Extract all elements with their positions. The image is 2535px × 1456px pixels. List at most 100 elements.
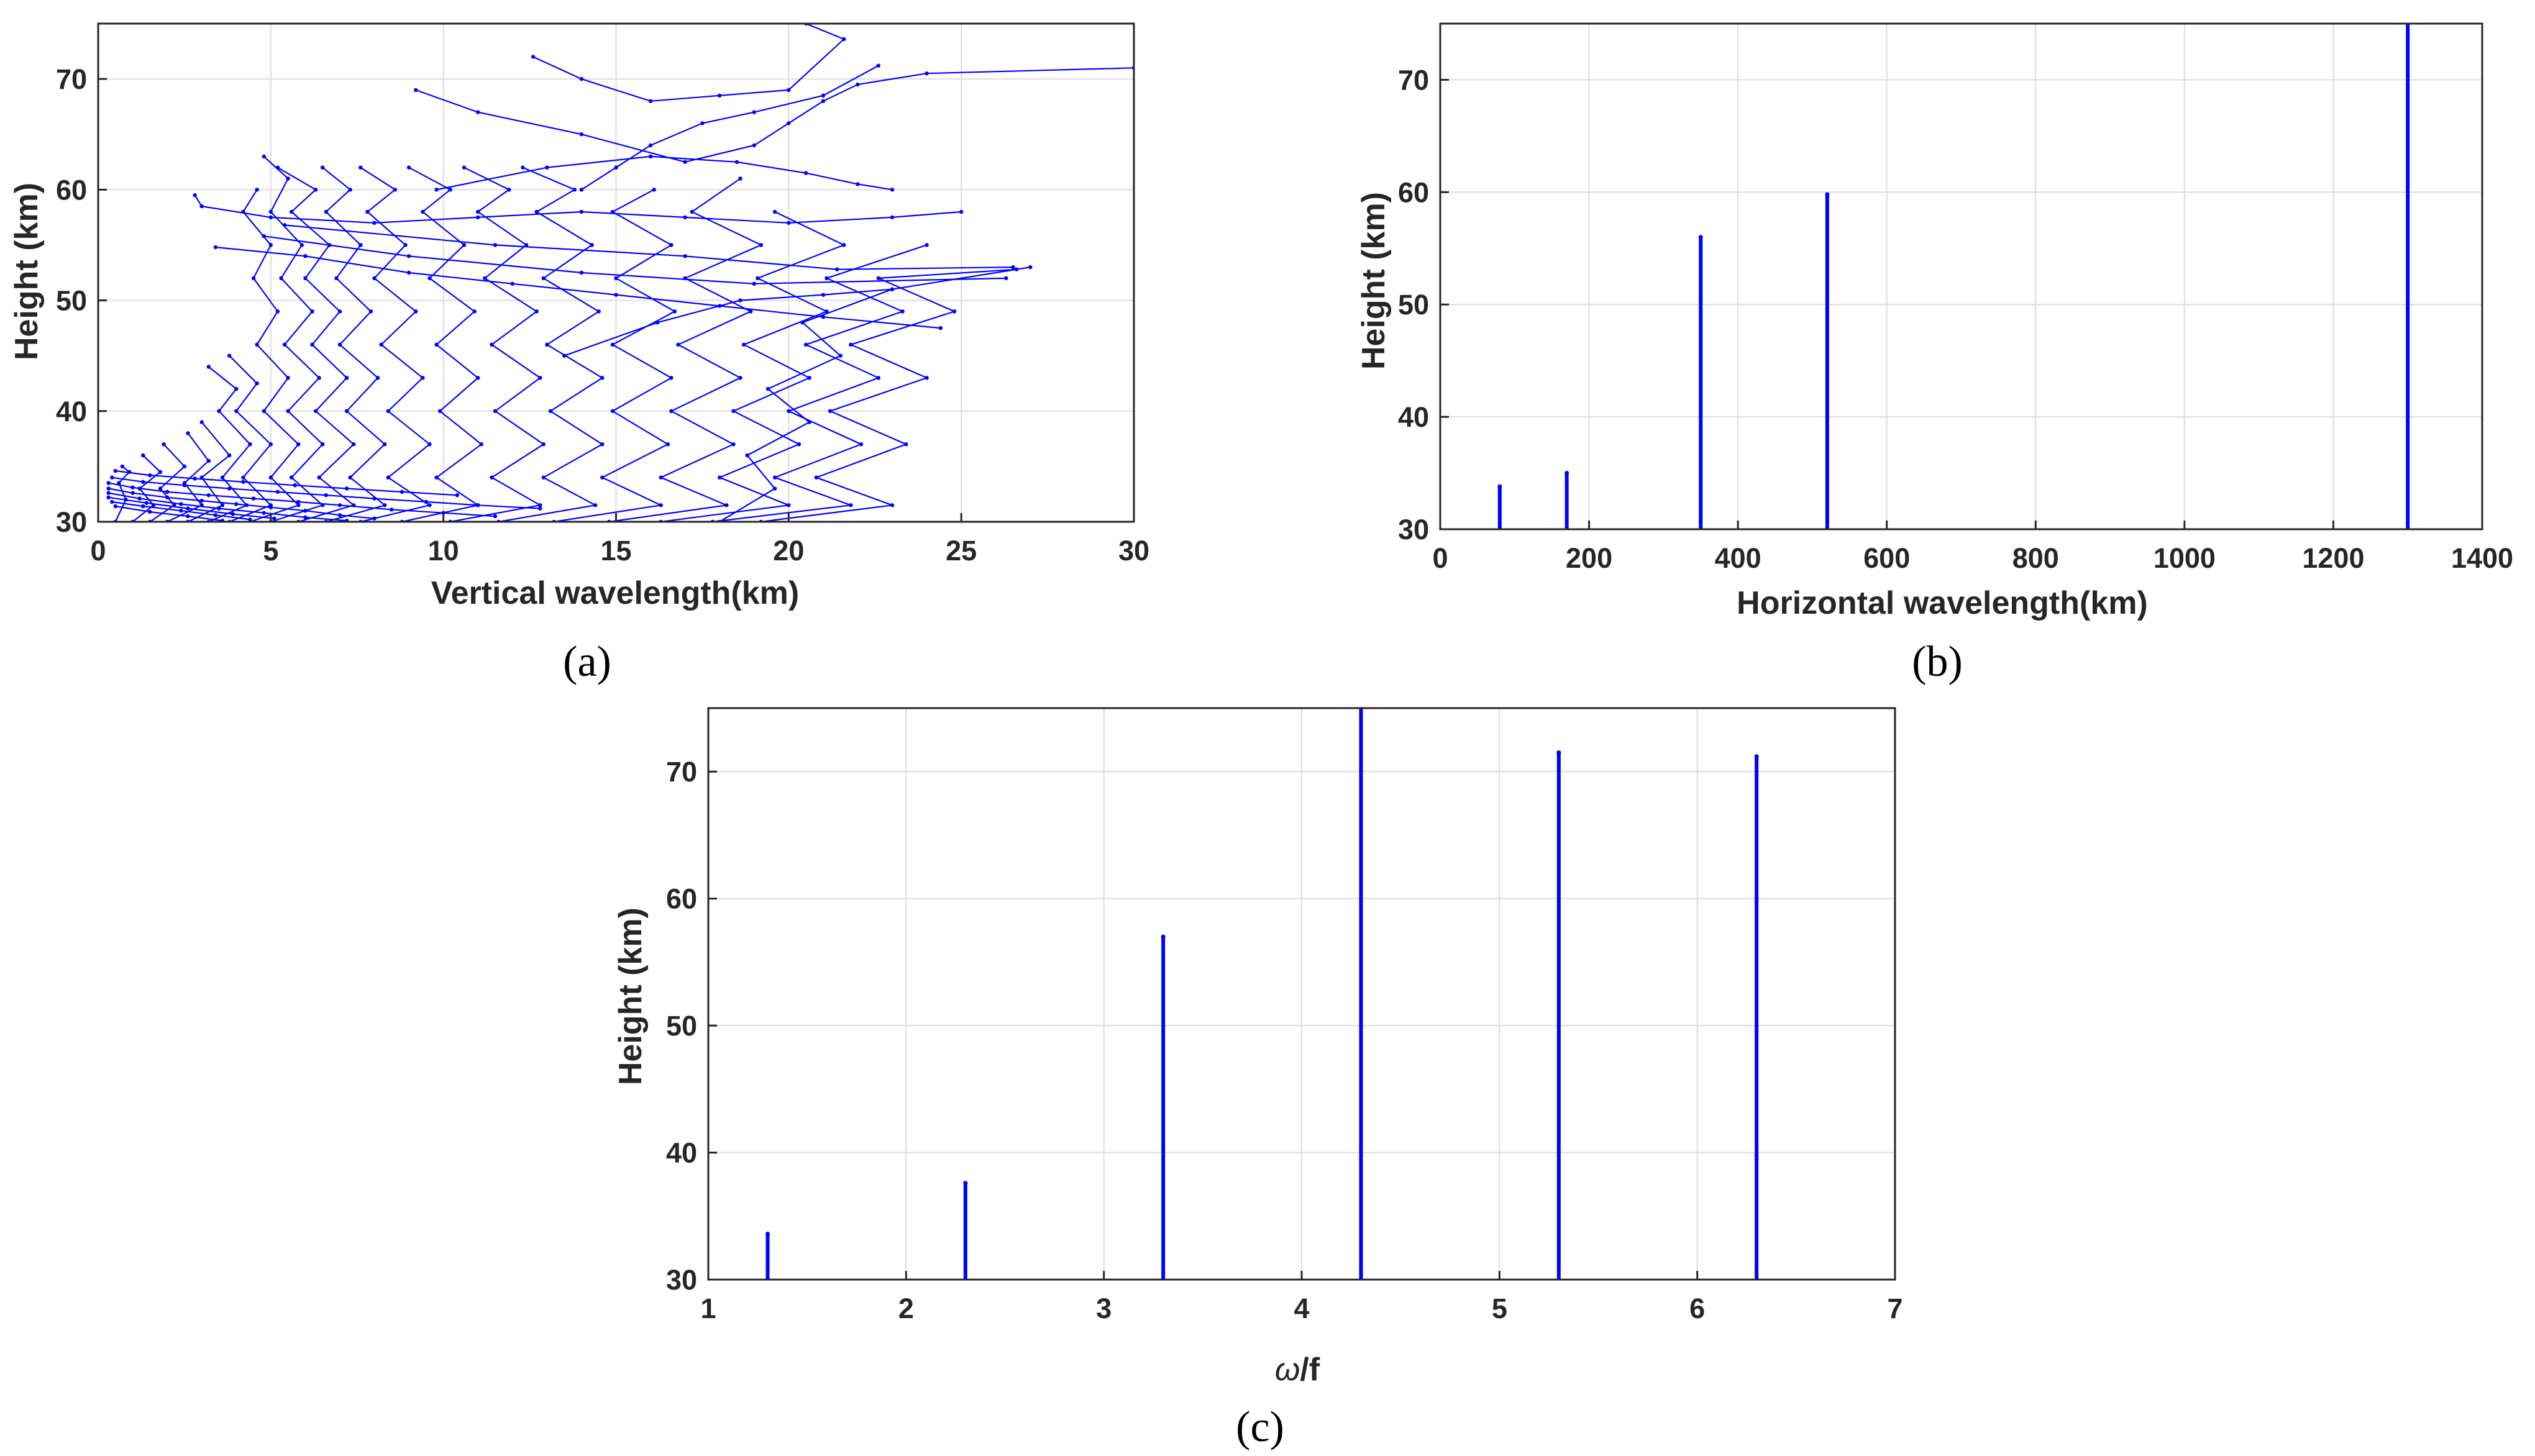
chart-a-point-ray-35-5 [324,493,328,498]
chart-a-point-ray-20-1 [890,503,895,507]
chart-a-series-ray-17 [609,178,763,522]
chart-a-point-ray-32-5 [303,515,308,520]
chart-a-point-ray-34-4 [251,496,256,501]
chart-a-point-ray-12-3 [427,442,432,447]
chart-b-ytick-label-2: 50 [1398,289,1429,321]
chart-a-point-ray-14-1 [538,503,542,507]
chart-a-point-ray-19-7 [900,309,905,314]
chart-b-ticks: 0 200 400 600 800 1000 1200 1400 30 40 50 60 70 [1398,64,2513,574]
chart-a-point-ray-12-4 [386,409,390,413]
chart-a-point-ray-30-5 [718,304,722,308]
chart-a-point-ray-31-1 [130,491,135,495]
chart-a-xtick-label-0: 0 [90,535,106,566]
chart-a-point-ray-14-4 [493,409,498,413]
chart-b-xtick-label-3: 600 [1863,542,1910,574]
chart-a-point-ray-29-0 [193,193,197,198]
chart-a-point-ray-14-12 [462,165,467,170]
chart-a-panel-label: (a) [563,638,611,686]
chart-b-ytick-label-1: 40 [1398,401,1429,433]
chart-a-point-ray-13-12 [406,165,411,170]
chart-a-point-ray-15-9 [590,243,594,247]
chart-a-point-ray-09-4 [286,409,290,413]
chart-a-point-ray-24-2 [745,453,749,458]
chart-c-xtick-label-6: 7 [1887,1293,1902,1324]
chart-a-point-ray-31-5 [268,505,273,510]
chart-a-xtick-label-3: 15 [600,535,631,566]
chart-a-point-ray-11-8 [334,276,339,281]
chart-b-xtick-label-0: 0 [1432,542,1448,574]
chart-a-point-ray-24-5 [838,353,843,358]
chart-a-point-ray-11-4 [344,409,349,413]
chart-a-point-ray-18-7 [824,309,829,314]
chart-a-point-ray-17-7 [749,309,753,314]
chart-a-point-ray-35-3 [227,486,232,491]
chart-a-point-ray-30-3 [510,281,514,286]
chart-a-point-ray-27-0 [531,55,536,59]
chart-b-xtick-label-6: 1200 [2302,542,2364,574]
chart-a-point-ray-30-7 [938,325,943,330]
chart-a-series-ray-33 [108,496,275,519]
chart-a-point-ray-24-7 [890,287,895,291]
chart-a-point-ray-26-5 [821,93,826,98]
chart-a-point-ray-24-8 [1028,265,1033,270]
chart-a-point-ray-15-6 [545,342,549,347]
chart-c-xtick-label-2: 3 [1096,1293,1112,1324]
chart-a-xtick-label-1: 5 [263,535,278,566]
chart-a-point-ray-16-4 [610,409,615,413]
chart-a-point-ray-11-6 [337,342,342,347]
chart-a-point-ray-35-9 [538,506,542,511]
chart-a-point-ray-08-9 [268,243,273,247]
chart-a-point-ray-10-6 [310,342,314,347]
chart-a-point-ray-18-8 [756,276,760,281]
chart-a-point-ray-35-0 [110,475,114,480]
chart-a-xtick-label-2: 10 [428,535,459,566]
chart-a-series-ray-08 [242,189,300,522]
chart-a-point-ray-07-4 [234,409,239,413]
chart-a-point-ray-20-4 [828,409,833,413]
chart-a-series-ray-24 [719,266,1031,522]
chart-a-point-ray-35-8 [476,503,480,507]
chart-a-point-ray-09-2 [289,475,294,480]
chart-a-point-ray-17-4 [669,409,674,413]
chart-a-point-ray-08-6 [255,342,259,347]
chart-a-point-ray-13-2 [434,475,439,480]
chart-c-xtick-label-0: 1 [700,1293,716,1324]
chart-a-point-ray-25-4 [752,143,756,148]
chart-a-point-ray-34-2 [165,489,170,494]
chart-a-point-ray-04-4 [186,431,190,435]
chart-a-point-ray-14-7 [534,309,539,314]
chart-a-point-ray-08-7 [275,309,280,314]
chart-c-column-top-5 [1754,754,1759,759]
chart-a-point-ray-16-7 [672,309,677,314]
chart-a-point-ray-02-3 [158,470,163,474]
chart-c-column-top-4 [1556,750,1561,755]
chart-a-point-ray-34-7 [390,507,394,512]
chart-a-point-ray-26-6 [876,63,881,68]
chart-a-point-ray-13-6 [434,342,439,347]
chart-a-point-ray-33-4 [272,516,276,521]
chart-a-point-ray-16-2 [600,475,605,480]
chart-a-point-ray-14-10 [476,209,480,214]
chart-a-point-ray-31-2 [165,495,170,499]
chart-a-point-ray-18-1 [787,503,791,507]
chart-c-xlabel-f: /f [1300,1352,1320,1388]
chart-a-point-ray-25-6 [821,99,826,103]
chart-b-xtick-label-1: 200 [1566,542,1612,574]
chart-a-point-ray-11-7 [368,309,373,314]
chart-a-point-ray-15-8 [541,276,546,281]
chart-a-point-ray-32-0 [106,491,111,495]
chart-a-point-ray-26-2 [648,143,653,148]
chart-a-series-ray-14 [450,166,545,522]
chart-b-ytick-label-3: 60 [1398,176,1429,208]
chart-a-point-ray-19-4 [787,409,791,413]
chart-a-point-ray-09-3 [320,442,325,447]
chart-a-point-ray-22-2 [683,254,687,258]
chart-a-point-ray-13-10 [421,209,425,214]
chart-a-point-ray-08-2 [268,475,273,480]
chart-a-point-ray-34-6 [337,503,342,507]
chart-a-point-ray-20-5 [925,376,929,380]
chart-a-point-ray-19-5 [876,376,881,380]
chart-a-point-ray-34-1 [130,485,135,489]
chart-a-point-ray-35-4 [275,489,280,494]
chart-a-point-ray-17-6 [676,342,680,347]
